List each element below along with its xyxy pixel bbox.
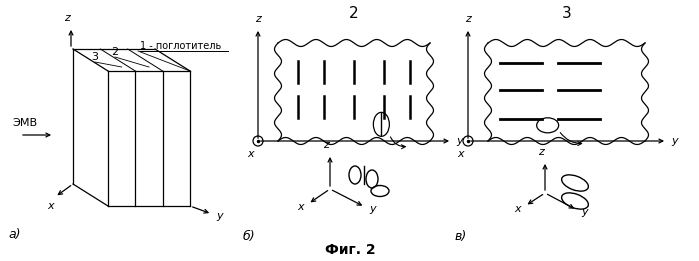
Text: z: z — [538, 147, 544, 157]
Text: x: x — [458, 149, 464, 159]
Text: 3: 3 — [561, 6, 571, 21]
Text: в): в) — [455, 230, 467, 243]
Text: x: x — [297, 202, 304, 212]
Text: z: z — [255, 14, 261, 24]
Text: z: z — [64, 13, 70, 23]
Text: y: y — [581, 207, 588, 217]
Text: ЭМВ: ЭМВ — [12, 118, 37, 128]
Text: x: x — [514, 204, 521, 214]
Text: y: y — [369, 204, 375, 214]
Text: y: y — [671, 136, 677, 146]
Text: x: x — [48, 201, 55, 211]
Text: Фиг. 2: Фиг. 2 — [325, 243, 375, 257]
Text: x: x — [247, 149, 254, 159]
Text: y: y — [456, 136, 463, 146]
Text: y: y — [216, 211, 222, 221]
Text: 1 - поглотитель: 1 - поглотитель — [140, 41, 222, 51]
Text: а): а) — [8, 228, 20, 241]
Text: z: z — [465, 14, 471, 24]
Text: 2: 2 — [350, 6, 359, 21]
Text: б): б) — [243, 230, 256, 243]
Text: 2: 2 — [111, 47, 119, 57]
Text: 3: 3 — [92, 52, 99, 62]
Text: z: z — [323, 140, 329, 150]
